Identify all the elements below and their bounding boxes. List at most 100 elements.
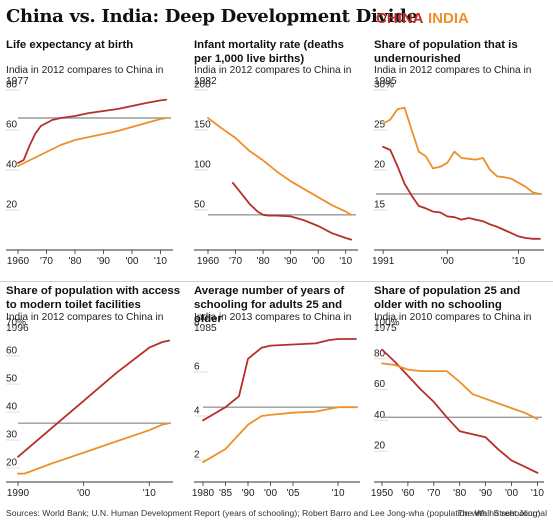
y-tick-label: 40 — [374, 410, 386, 421]
x-tick-label: '00 — [441, 256, 454, 267]
x-tick-label: '10 — [143, 488, 156, 499]
series-line-china — [382, 145, 541, 240]
y-tick-label: 30% — [374, 80, 394, 91]
chart-panel-life-expectancy: Life expectancy at birth India in 2012 c… — [6, 38, 186, 274]
series-line-china — [202, 338, 357, 422]
x-tick-label: '60 — [401, 488, 414, 499]
y-tick-label: 4 — [194, 406, 200, 417]
panel-subtitle: India in 2010 compares to China in 1975 — [374, 312, 532, 334]
chart-panel-no-schooling: Share of population 25 and older with no… — [371, 284, 548, 502]
panel-subtitle: India in 2012 compares to China in 1982 — [194, 65, 352, 87]
x-tick-label: '10 — [531, 488, 544, 499]
panel-title: Infant mortality rate (deaths per 1,000 … — [194, 39, 345, 65]
x-tick-label: 1950 — [371, 488, 394, 499]
panel-subtitle: India in 2013 compares to China in 1985 — [194, 312, 352, 334]
y-tick-label: 80 — [6, 80, 18, 91]
x-tick-label: '90 — [97, 256, 110, 267]
x-tick-label: '70 — [40, 256, 53, 267]
panel-title: Average number of years of schooling for… — [194, 285, 345, 325]
x-tick-label: 1980 — [192, 488, 215, 499]
panel-title: Share of population that is undernourish… — [374, 39, 518, 65]
plot-undernourished: 15 20 25 30% 1991 '00 '10 — [372, 80, 544, 267]
x-tick-label: '70 — [427, 488, 440, 499]
y-tick-label: 20 — [374, 160, 386, 171]
chart-panel-toilets: Share of population with access to moder… — [6, 284, 186, 502]
x-tick-label: '70 — [229, 256, 242, 267]
x-tick-label: '80 — [453, 488, 466, 499]
x-tick-label: '10 — [154, 256, 167, 267]
x-tick-label: 1990 — [7, 488, 30, 499]
y-tick-label: 2 — [194, 450, 200, 461]
page-title: China vs. India: Deep Development Divide — [6, 6, 418, 27]
y-tick-label: 80 — [374, 348, 386, 359]
y-tick-label: 40 — [6, 160, 18, 171]
panel-subtitle: India in 2012 compares to China in 1996 — [6, 312, 164, 334]
y-tick-label: 50 — [194, 200, 206, 211]
x-tick-label: 1960 — [7, 256, 30, 267]
chart-panel-infant-mortality: Infant mortality rate (deaths per 1,000 … — [194, 38, 366, 274]
x-tick-label: '10 — [331, 488, 344, 499]
series-line-india — [202, 406, 357, 464]
x-tick-label: '00 — [77, 488, 90, 499]
x-tick-label: '90 — [284, 256, 297, 267]
y-tick-label: 8 — [194, 318, 200, 329]
plot-life-expectancy: 20 40 60 80 1960 '70 '80 '90 '00 '10 — [6, 80, 173, 267]
series-line-china — [381, 348, 539, 474]
x-tick-label: '00 — [505, 488, 518, 499]
y-tick-label: 20 — [6, 200, 18, 211]
x-tick-label: '10 — [339, 256, 352, 267]
series-line-china — [17, 339, 170, 458]
panel-subtitle: India in 2012 compares to China in 1995 — [374, 65, 532, 87]
x-tick-label: '90 — [479, 488, 492, 499]
panel-title: Share of population with access to moder… — [6, 285, 181, 311]
plot-no-schooling: 20 40 60 80 100% 1950 '60 '70 '80 '90 '00 '10 — [371, 318, 544, 500]
x-tick-label: '90 — [241, 488, 254, 499]
panel-title: Share of population 25 and older with no… — [374, 285, 521, 311]
y-tick-label: 100% — [374, 318, 400, 329]
credit-note: The Wall Street Journal — [457, 508, 547, 518]
y-tick-label: 20 — [6, 458, 18, 469]
y-tick-label: 20 — [374, 441, 386, 452]
y-tick-label: 50 — [6, 374, 18, 385]
row-divider — [0, 281, 553, 282]
series-line-india — [17, 422, 170, 475]
source-note: Sources: World Bank; U.N. Human Developm… — [6, 508, 541, 518]
y-tick-label: 70% — [6, 318, 26, 329]
series-line-india — [381, 362, 539, 420]
series-line-china — [231, 181, 353, 241]
y-tick-label: 30 — [6, 430, 18, 441]
x-tick-label: '80 — [68, 256, 81, 267]
legend-china: CHINA — [376, 10, 424, 27]
x-tick-label: '05 — [286, 488, 299, 499]
panel-title: Life expectancy at birth — [6, 39, 134, 51]
y-tick-label: 60 — [6, 346, 18, 357]
series-line-china — [17, 98, 168, 164]
panel-subtitle: India in 2012 compares to China in 1977 — [6, 65, 164, 87]
y-tick-label: 60 — [374, 379, 386, 390]
series-line-india — [382, 106, 541, 195]
x-tick-label: '80 — [257, 256, 270, 267]
x-tick-label: '00 — [125, 256, 138, 267]
legend-india: INDIA — [428, 10, 469, 27]
x-tick-label: '00 — [312, 256, 325, 267]
plot-years-of-schooling: 2 4 6 8 1980 '85 '90 '00 '05 '10 — [192, 318, 360, 499]
y-tick-label: 150 — [194, 120, 211, 131]
plot-toilets: 20 30 40 50 60 70% 1990 '00 '10 — [6, 318, 173, 499]
chart-panel-years-of-schooling: Average number of years of schooling for… — [192, 284, 366, 502]
plot-infant-mortality: 50 100 150 200 1960 '70 '80 '90 '00 '10 — [194, 80, 358, 267]
x-tick-label: 1960 — [197, 256, 220, 267]
y-tick-label: 40 — [6, 402, 18, 413]
x-tick-label: '10 — [512, 256, 525, 267]
y-tick-label: 15 — [374, 200, 386, 211]
x-tick-label: '00 — [264, 488, 277, 499]
series-line-india — [17, 117, 168, 167]
x-tick-label: '85 — [219, 488, 232, 499]
chart-panel-undernourished: Share of population that is undernourish… — [372, 38, 548, 274]
y-tick-label: 200 — [194, 80, 211, 91]
y-tick-label: 25 — [374, 120, 386, 131]
y-tick-label: 100 — [194, 160, 211, 171]
series-line-india — [207, 117, 353, 216]
y-tick-label: 60 — [6, 120, 18, 131]
x-tick-label: 1991 — [372, 256, 395, 267]
y-tick-label: 6 — [194, 362, 200, 373]
